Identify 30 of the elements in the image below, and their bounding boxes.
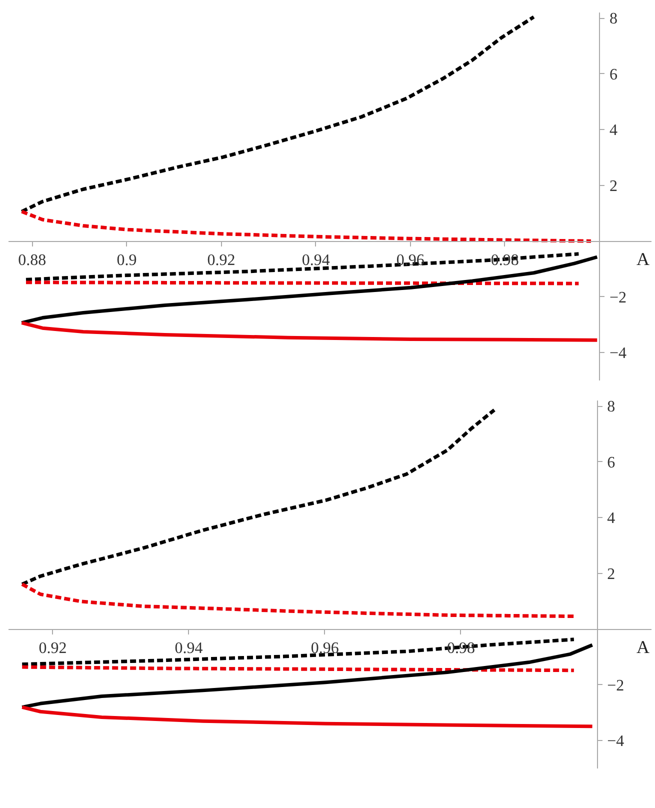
x-axis-title: A: [636, 637, 650, 658]
line-series: [20, 705, 594, 728]
x-tick-label: 0.92: [38, 640, 67, 658]
y-tick-label: 2: [607, 566, 616, 583]
line-series: [20, 643, 594, 709]
y-tick-label: 2: [609, 178, 618, 195]
y-tick-label: 6: [607, 454, 616, 472]
x-tick-label: 0.96: [310, 640, 339, 658]
y-tick-label: −4: [609, 345, 627, 362]
line-series: [20, 408, 496, 586]
line-series: [20, 321, 599, 342]
line-series: [20, 15, 536, 214]
y-tick-label: 8: [609, 10, 618, 28]
y-tick-label: −4: [607, 733, 624, 750]
x-tick-label: 0.94: [174, 640, 203, 658]
y-tick-label: −2: [609, 289, 627, 306]
y-tick-label: 8: [607, 398, 616, 416]
x-tick-label: 0.94: [302, 252, 330, 270]
y-tick-label: 4: [607, 510, 616, 528]
line-series: [20, 582, 576, 618]
y-tick-label: 6: [609, 66, 618, 84]
line-series: [20, 210, 593, 243]
y-tick-label: 4: [609, 122, 618, 140]
x-tick-label: 0.92: [207, 252, 236, 270]
y-tick-label: −2: [607, 677, 624, 694]
x-axis-title: A: [636, 249, 650, 270]
line-series: [20, 638, 576, 666]
x-tick-label: 0.88: [18, 252, 46, 270]
x-tick-label: 0.9: [116, 252, 137, 270]
line-series: [20, 255, 599, 325]
